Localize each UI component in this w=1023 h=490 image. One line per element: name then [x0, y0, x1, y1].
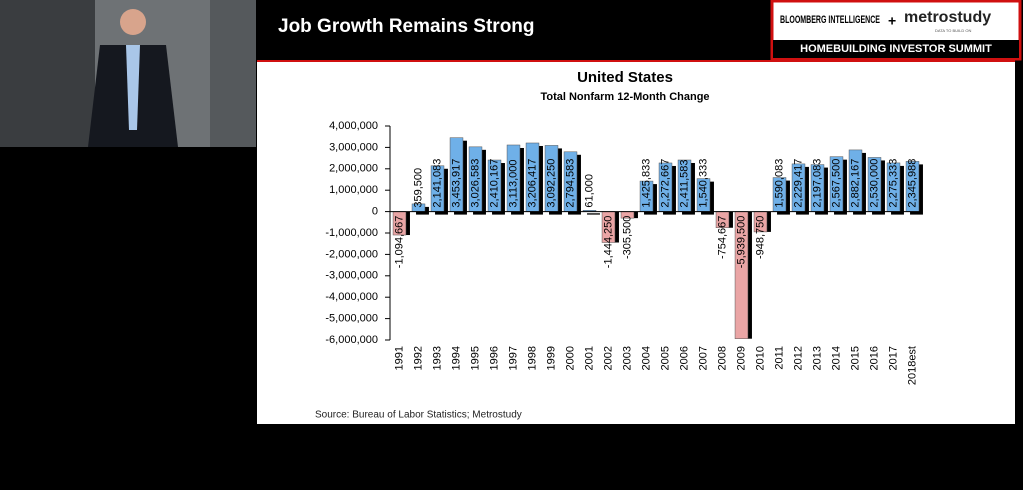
value-label: 1,590,083 [773, 159, 785, 208]
x-tick-label: 2013 [811, 346, 823, 370]
value-label: 2,794,583 [564, 159, 576, 208]
value-label: 2,530,000 [868, 159, 880, 208]
value-label: 2,275,333 [887, 159, 899, 208]
x-tick-label: 1994 [450, 346, 462, 370]
x-tick-label: 2005 [659, 346, 671, 370]
value-label: 2,882,167 [849, 159, 861, 208]
chart-subtitle: Total Nonfarm 12-Month Change [540, 91, 709, 103]
x-tick-label: 2010 [754, 346, 766, 370]
x-tick-label: 2008 [716, 346, 728, 370]
x-tick-label: 2006 [678, 346, 690, 370]
chart-area [257, 62, 1015, 424]
slide-title: Job Growth Remains Strong [278, 16, 535, 37]
speaker-head [120, 9, 146, 35]
y-tick-label: 1,000,000 [329, 184, 378, 196]
x-tick-label: 2016 [868, 346, 880, 370]
y-tick-label: -4,000,000 [325, 291, 378, 303]
value-label: 2,345,988 [906, 159, 918, 208]
x-tick-label: 2017 [887, 346, 899, 370]
y-tick-label: -3,000,000 [325, 270, 378, 282]
x-tick-label: 1997 [507, 346, 519, 370]
x-tick-label: 1998 [526, 346, 538, 370]
logo-tagline: DATA TO BUILD ON [935, 28, 971, 33]
y-tick-label: -5,000,000 [325, 313, 378, 325]
value-label: -1,094,667 [393, 216, 405, 269]
x-tick-label: 1992 [412, 346, 424, 370]
x-tick-label: 2000 [564, 346, 576, 370]
bar-shadow [587, 213, 600, 215]
x-tick-label: 1993 [431, 346, 443, 370]
value-label: -305,500 [621, 216, 633, 259]
logo-partner: metrostudy [904, 9, 991, 26]
x-tick-label: 2018est [906, 346, 918, 385]
y-tick-label: -6,000,000 [325, 334, 378, 346]
x-tick-label: 2004 [640, 346, 652, 370]
value-label: 3,206,417 [526, 159, 538, 208]
x-tick-label: 1999 [545, 346, 557, 370]
value-label: 3,092,250 [545, 159, 557, 208]
value-label: 2,272,667 [659, 159, 671, 208]
x-tick-label: 2011 [773, 346, 785, 370]
speaker-shirt [126, 45, 140, 130]
logo: BLOOMBERG INTELLIGENCE + metrostudy DATA… [770, 0, 1022, 61]
value-label: 359,500 [412, 168, 424, 208]
y-tick-label: 4,000,000 [329, 120, 378, 132]
value-label: 2,411,583 [678, 159, 690, 207]
value-label: 2,567,500 [830, 159, 842, 208]
x-tick-label: 1996 [488, 346, 500, 370]
x-tick-label: 2007 [697, 346, 709, 370]
speaker-video [0, 0, 256, 147]
x-tick-label: 1995 [469, 346, 481, 370]
value-label: 61,000 [583, 174, 595, 208]
logo-brand: BLOOMBERG INTELLIGENCE [780, 14, 880, 26]
y-tick-label: 3,000,000 [329, 141, 378, 153]
y-tick-label: -2,000,000 [325, 248, 378, 260]
value-label: 3,113,000 [507, 159, 519, 207]
value-label: 3,026,583 [469, 159, 481, 208]
y-tick-label: 2,000,000 [329, 163, 378, 175]
value-label: -5,939,500 [735, 216, 747, 269]
value-label: -754,667 [716, 216, 728, 259]
x-tick-label: 2014 [830, 346, 842, 370]
value-label: 2,410,167 [488, 159, 500, 208]
divider [257, 60, 1015, 62]
value-label: -1,444,250 [602, 216, 614, 269]
x-tick-label: 2001 [583, 346, 595, 370]
x-tick-label: 2002 [602, 346, 614, 370]
value-label: 2,141,083 [431, 159, 443, 208]
video-panel [210, 0, 256, 147]
x-tick-label: 1991 [393, 346, 405, 370]
chart-title: United States [577, 69, 673, 86]
logo-plus: + [888, 13, 896, 29]
value-label: -948,750 [754, 216, 766, 259]
x-tick-label: 2015 [849, 346, 861, 370]
logo-band [773, 40, 1019, 58]
value-label: 1,425,833 [640, 159, 652, 208]
x-tick-label: 2012 [792, 346, 804, 370]
y-tick-label: 0 [372, 206, 378, 218]
y-tick-label: -1,000,000 [325, 227, 378, 239]
value-label: 2,229,417 [792, 159, 804, 208]
x-tick-label: 2003 [621, 346, 633, 370]
logo-event: HOMEBUILDING INVESTOR SUMMIT [800, 43, 992, 55]
chart-source: Source: Bureau of Labor Statistics; Metr… [315, 410, 522, 421]
value-label: 1,540,333 [697, 159, 709, 208]
x-tick-label: 2009 [735, 346, 747, 370]
value-label: 3,453,917 [450, 159, 462, 208]
value-label: 2,197,083 [811, 159, 823, 208]
